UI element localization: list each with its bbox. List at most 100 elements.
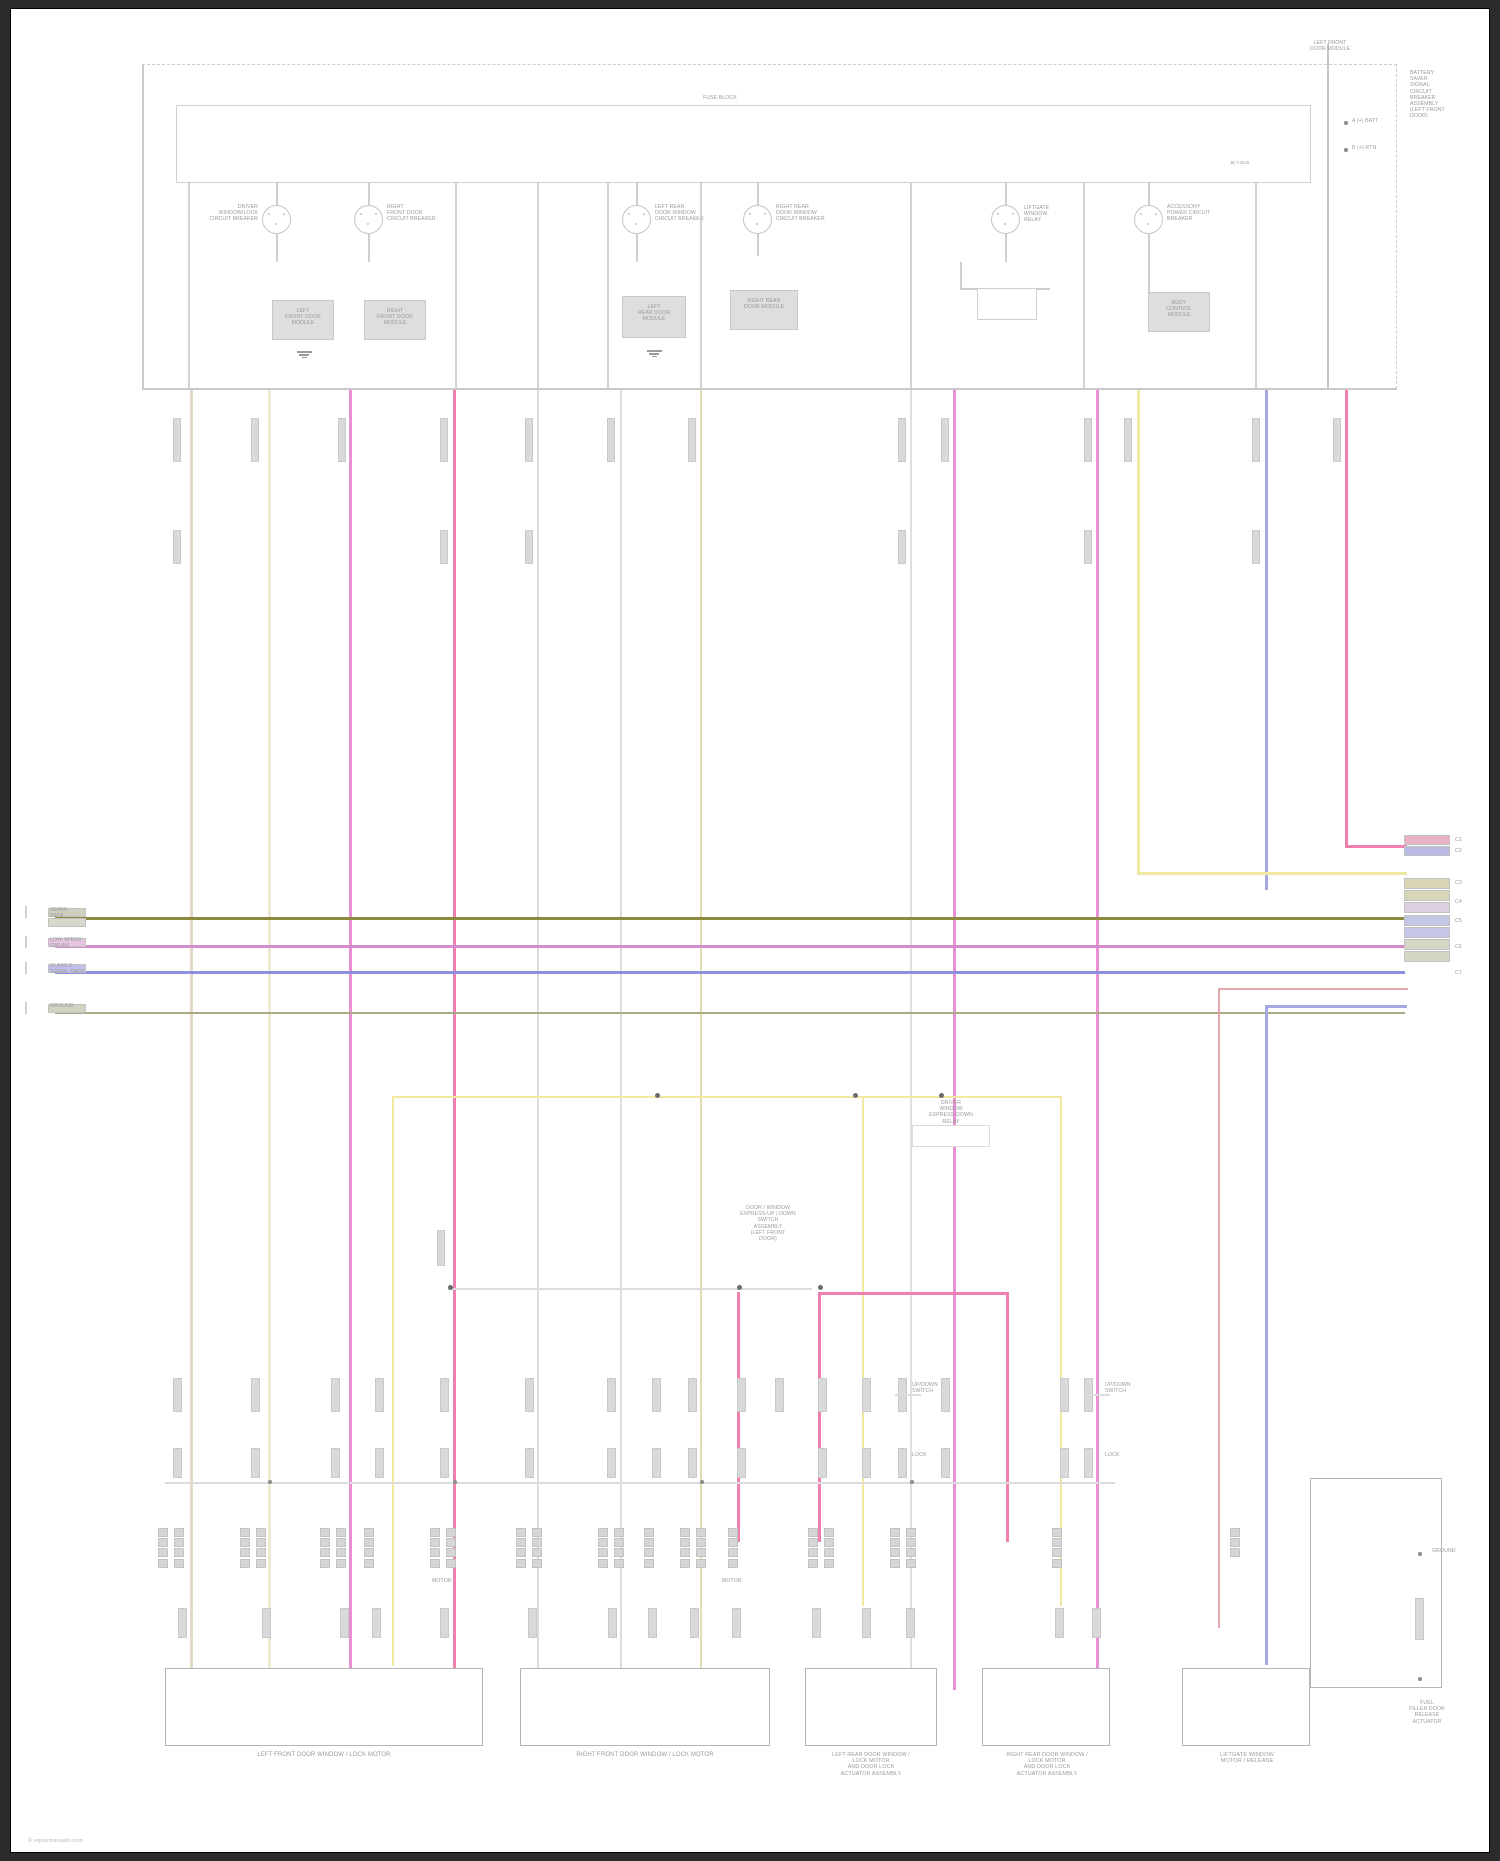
bus-left-tick-3 <box>25 962 27 974</box>
breaker-1-label: DRIVER WINDOW/LOCK CIRCUIT BREAKER <box>209 204 258 223</box>
bus-left-label-4: GROUND <box>50 1003 74 1009</box>
note-express-up-1: MOTOR <box>432 1578 452 1584</box>
wire-tag-u8 <box>898 418 906 462</box>
wire-left-riser <box>142 64 144 389</box>
run-olive-1 <box>700 390 703 1690</box>
wire-tag-u13 <box>1333 418 1341 462</box>
pin-b6 <box>525 1448 534 1478</box>
wire-tap-d <box>607 183 609 388</box>
module-lg-label: LIFTGATE WINDOW MOTOR / RELEASE <box>1220 1752 1274 1765</box>
breaker-4-symbol <box>743 205 772 234</box>
right-header-title: LEFT FRONT DOOR MODULE <box>1309 40 1351 53</box>
breaker-1-module-label: LEFT FRONT DOOR MODULE <box>285 308 321 327</box>
breaker-6-module-box <box>1148 292 1210 332</box>
pingroup-c4 <box>256 1528 266 1569</box>
run-pink-5 <box>1345 390 1348 720</box>
wire-brk2-drop <box>368 234 370 262</box>
wire-tag-u2 <box>251 418 259 462</box>
yellow-route-down <box>1137 718 1140 873</box>
bus-left-tick-4 <box>25 1002 27 1014</box>
wire-tag-u4 <box>440 418 448 462</box>
pin-b13 <box>898 1448 907 1478</box>
bus-left-tag-4 <box>48 1004 86 1014</box>
wire-tag-v5 <box>1084 530 1092 564</box>
pin-a7 <box>607 1378 616 1412</box>
bus-gmlan <box>55 945 1405 948</box>
pin-a5 <box>440 1378 449 1412</box>
pin-d1 <box>178 1608 187 1638</box>
module-lg-box <box>1182 1668 1310 1746</box>
fuel-door-dot-1 <box>1418 1552 1422 1556</box>
pin-a4 <box>375 1378 384 1412</box>
wire-tag-u6 <box>607 418 615 462</box>
pin-a1 <box>173 1378 182 1412</box>
breaker-2-symbol <box>354 205 383 234</box>
mid-grey-rail <box>448 1288 812 1290</box>
pingroup-c2 <box>174 1528 184 1569</box>
pingroup-c20 <box>890 1528 900 1569</box>
wire-brk1-drop <box>276 234 278 262</box>
pin-b7 <box>607 1448 616 1478</box>
bus-left-tick-2 <box>25 936 27 948</box>
salmon-route-top <box>1218 988 1408 991</box>
breaker-4-module-label: RIGHT REAR DOOR MODULE <box>743 298 785 311</box>
wire-tag-u9 <box>941 418 949 462</box>
breaker-3-ground <box>646 349 662 358</box>
fuel-door-label: FUEL FILLER DOOR RELEASE ACTUATOR <box>1409 1700 1445 1725</box>
pin-a2 <box>251 1378 260 1412</box>
bus-left-label-1: SERIAL DATA <box>50 907 70 920</box>
pin-a16 <box>1060 1378 1069 1412</box>
right-connector-top <box>1404 835 1450 857</box>
pin-a10 <box>737 1378 746 1412</box>
wire-tap-f <box>910 183 912 388</box>
pin-a8 <box>652 1378 661 1412</box>
module-rf-label: RIGHT FRONT DOOR WINDOW / LOCK MOTOR <box>576 1752 714 1758</box>
splice-mid-3 <box>939 1093 944 1098</box>
right-bus-pin-3: C3 <box>1455 880 1462 886</box>
bus-class2 <box>55 971 1405 974</box>
breaker-2-module-label: RIGHT FRONT DOOR MODULE <box>377 308 413 327</box>
wire-brk4-drop <box>757 234 759 256</box>
bplus-bus-box <box>176 105 1311 183</box>
pin-a11 <box>775 1378 784 1412</box>
pin-d9 <box>690 1608 699 1638</box>
splice-header-b <box>1344 148 1348 152</box>
pingroup-c12 <box>598 1528 608 1569</box>
wire-tag-u11 <box>1124 418 1132 462</box>
breaker-1-ground <box>296 350 312 359</box>
pingroup-c10 <box>516 1528 526 1569</box>
label-lock-2: LOCK <box>1105 1452 1120 1458</box>
wire-tag-u5 <box>525 418 533 462</box>
pin-b12 <box>862 1448 871 1478</box>
label-motor-2: UP/DOWN SWITCH <box>1105 1382 1131 1395</box>
pin-b2 <box>251 1448 260 1478</box>
bus-left-tag-3 <box>48 964 86 974</box>
pin-b16 <box>1084 1448 1093 1478</box>
pin-b4 <box>375 1448 384 1478</box>
wire-tap-g <box>1083 183 1085 388</box>
pin-a3 <box>331 1378 340 1412</box>
wire-tag-v6 <box>1252 530 1260 564</box>
module-lf-box <box>165 1668 483 1746</box>
breaker-3-module-box <box>622 296 686 338</box>
breaker-6-symbol <box>1134 205 1163 234</box>
pin-b9 <box>688 1448 697 1478</box>
pin-d4 <box>372 1608 381 1638</box>
wire-tap-h <box>1255 183 1257 388</box>
bus-left-tag-1 <box>48 908 86 928</box>
breaker-2-label: RIGHT FRONT DOOR CIRCUIT BREAKER <box>387 204 436 223</box>
breaker-6-module-label: BODY CONTROL MODULE <box>1165 300 1193 319</box>
breaker-5-label: LIFTGATE WINDOW RELAY <box>1024 205 1050 224</box>
bus-left-label-2: LOW SPEED GMLAN <box>50 937 82 950</box>
mid-wire-tag-1 <box>437 1230 445 1266</box>
mid-yellow-left-riser <box>392 1096 395 1666</box>
module-lf-label: LEFT FRONT DOOR WINDOW / LOCK MOTOR <box>257 1752 391 1758</box>
right-bus-pin-6: C6 <box>1455 944 1462 950</box>
watermark: © repairmanuals.com <box>28 1838 84 1844</box>
right-header-desc: BATTERY SAVER SIGNAL CIRCUIT BREAKER ASS… <box>1410 70 1445 120</box>
module-rf-box <box>520 1668 770 1746</box>
pingroup-c19 <box>824 1528 834 1569</box>
wire-tag-v2 <box>440 530 448 564</box>
wire-tag-u10 <box>1084 418 1092 462</box>
